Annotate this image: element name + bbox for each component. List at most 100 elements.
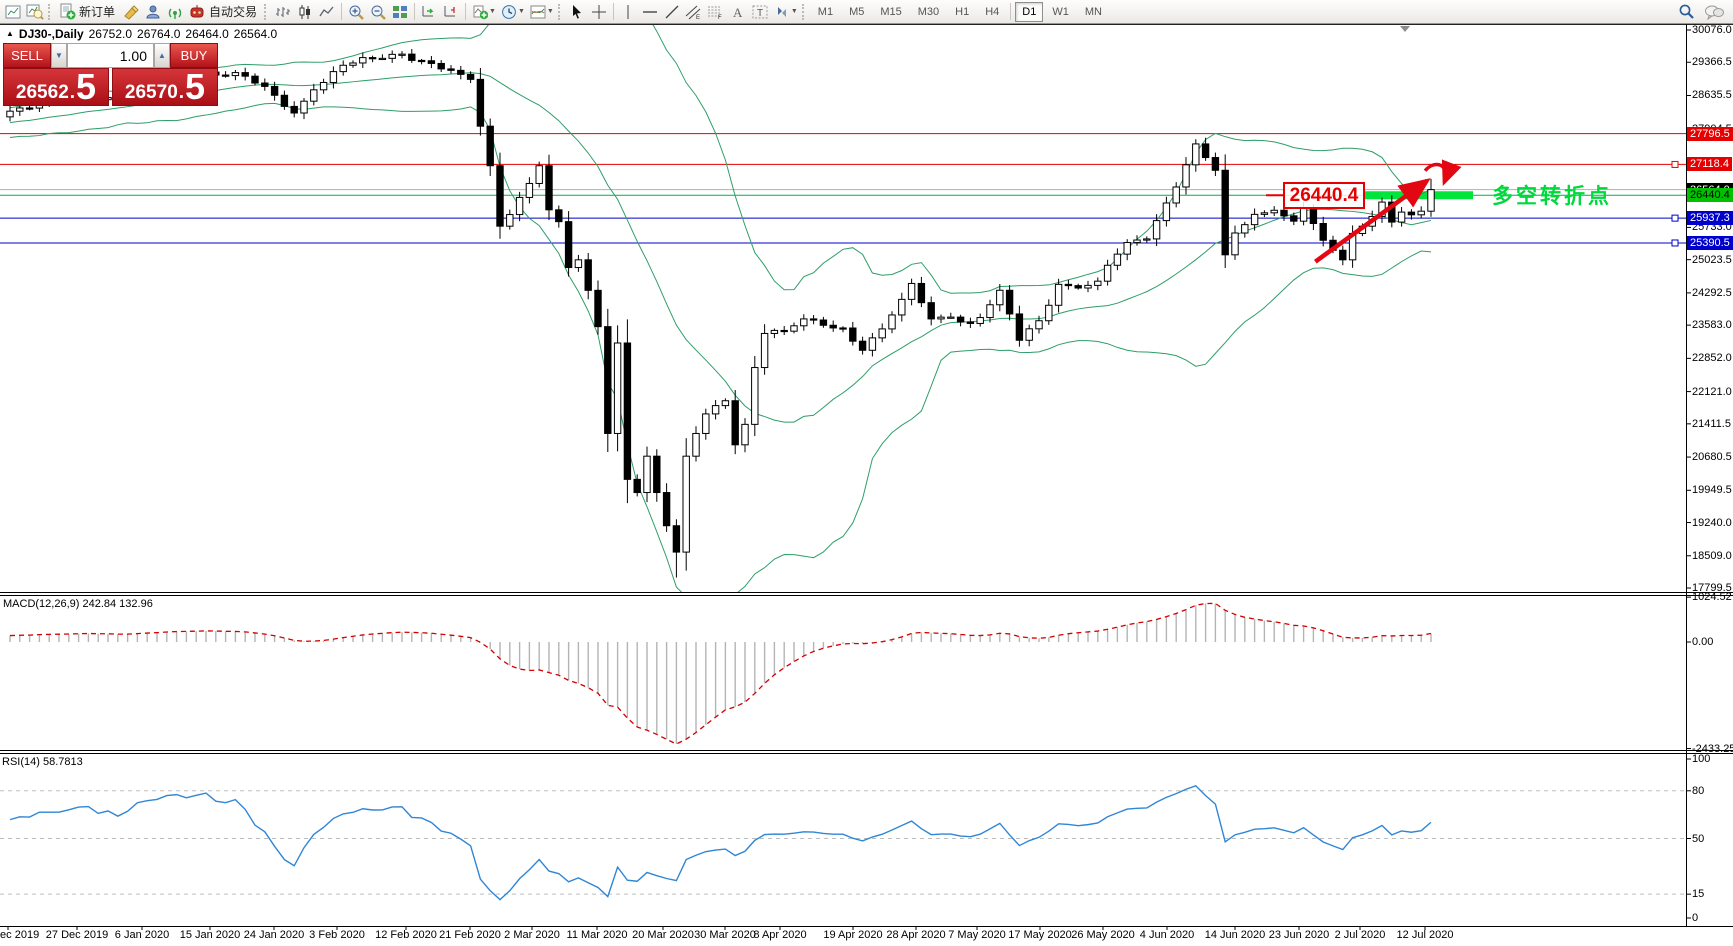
indicators-icon	[473, 5, 489, 19]
price-axis-tick: 22121.0	[1692, 385, 1732, 398]
tf-button-H4[interactable]: H4	[985, 5, 1000, 18]
periods-dropdown-arrow[interactable]: ▼	[517, 8, 525, 15]
text-button[interactable]: A	[727, 1, 749, 22]
buy-button[interactable]: BUY	[170, 43, 218, 68]
periods-button[interactable]	[498, 1, 520, 22]
profiles-button[interactable]	[24, 1, 46, 22]
autotrading-icon	[190, 4, 204, 17]
ask-price-display[interactable]: 26570. 5	[112, 68, 218, 106]
autotrading-button[interactable]	[186, 1, 208, 22]
tf-button-MN[interactable]: MN	[1084, 5, 1102, 18]
bid-dot: .	[69, 82, 76, 103]
line-chart-button[interactable]	[316, 1, 338, 22]
arrows-button[interactable]	[771, 1, 793, 22]
ask-frac: 5	[185, 66, 206, 108]
date-axis-label: 8 Apr 2020	[753, 929, 807, 941]
cursor-button[interactable]	[566, 1, 588, 22]
timeframe-bar: M1 M5 M15 M30 H1 H4 D1 W1 MN	[810, 1, 1110, 22]
price-axis-tick: 28635.5	[1692, 89, 1732, 102]
auto-scroll-button[interactable]	[418, 1, 440, 22]
rsi-axis-tick: 0	[1692, 912, 1699, 924]
new-order-label[interactable]: 新订单	[79, 5, 116, 19]
rsi-axis-tick: 80	[1692, 784, 1705, 797]
volume-decrease-button[interactable]: ▼	[51, 43, 67, 68]
zoom-in-button[interactable]	[345, 1, 367, 22]
equidistant-channel-button[interactable]: E	[683, 1, 705, 22]
arrows-icon	[777, 6, 786, 17]
bid-frac: 5	[76, 66, 97, 108]
date-axis-label: 6 Jan 2020	[114, 929, 170, 941]
date-axis-label: 19 Apr 2020	[823, 929, 883, 941]
date-axis-label: 21 Feb 2020	[439, 929, 501, 941]
autotrading-label[interactable]: 自动交易	[209, 5, 258, 19]
date-axis-label: 2 Jul 2020	[1334, 929, 1386, 941]
level-price-label: 25390.5	[1687, 235, 1733, 250]
tf-button-M5[interactable]: M5	[849, 5, 865, 18]
signals-button[interactable]	[164, 1, 186, 22]
vertical-line-icon	[627, 4, 629, 19]
community-button[interactable]	[142, 1, 164, 22]
horizontal-line-button[interactable]	[639, 1, 661, 22]
tf-button-M15[interactable]: M15	[880, 5, 902, 18]
tf-button-W1[interactable]: W1	[1052, 5, 1069, 18]
new-chart-button[interactable]	[2, 1, 24, 22]
svg-text:A: A	[733, 5, 743, 19]
fibonacci-icon: F	[708, 6, 722, 20]
svg-text:T: T	[757, 8, 763, 19]
price-axis-tick: 27904.5	[1692, 122, 1732, 135]
tile-windows-button[interactable]	[389, 1, 411, 22]
zoom-out-icon	[371, 5, 386, 20]
community-icon	[146, 5, 160, 18]
new-order-button[interactable]	[56, 1, 78, 22]
volume-input[interactable]	[67, 43, 154, 68]
date-axis-label: 7 May 2020	[948, 929, 1006, 941]
sell-button[interactable]: SELL	[3, 43, 51, 68]
bar-chart-icon	[276, 6, 291, 17]
templates-dropdown-arrow[interactable]: ▼	[546, 8, 554, 15]
profiles-icon	[26, 4, 44, 20]
tf-button-M30[interactable]: M30	[917, 5, 940, 18]
search-icon	[1679, 4, 1694, 19]
price-axis-tick: 17799.5	[1692, 582, 1732, 595]
indicators-button[interactable]	[469, 1, 491, 22]
macd-pane[interactable]	[0, 596, 1686, 750]
price-axis-tick: 22852.0	[1692, 352, 1732, 365]
zoom-out-button[interactable]	[367, 1, 389, 22]
date-axis-label: 26 May 2020	[1071, 929, 1135, 941]
main-chart-pane[interactable]	[0, 25, 1686, 592]
search-button[interactable]	[1675, 1, 1697, 22]
price-axis-tick: 29366.5	[1692, 56, 1732, 69]
indicators-dropdown-arrow[interactable]: ▼	[489, 8, 496, 15]
crosshair-button[interactable]	[588, 1, 610, 22]
toolbar-right	[1675, 1, 1725, 22]
text-label-button[interactable]: T	[749, 1, 771, 22]
new-chart-icon	[5, 5, 20, 18]
tf-button-H1[interactable]: H1	[955, 5, 970, 18]
trendline-button[interactable]	[661, 1, 683, 22]
fibonacci-button[interactable]: F	[705, 1, 727, 22]
macd-axis-tick: -2433.25	[1692, 742, 1733, 755]
tf-button-M1[interactable]: M1	[817, 5, 834, 18]
templates-button[interactable]	[527, 1, 549, 22]
chat-button[interactable]	[1703, 1, 1725, 22]
metaeditor-button[interactable]	[120, 1, 142, 22]
bar-chart-button[interactable]	[272, 1, 294, 22]
arrows-dropdown-arrow[interactable]: ▼	[790, 8, 798, 15]
bid-main: 26562	[15, 82, 69, 103]
volume-increase-button[interactable]: ▲	[154, 43, 170, 68]
date-axis-label: 12 Feb 2020	[375, 929, 437, 941]
vertical-line-button[interactable]	[617, 1, 639, 22]
toolbar-grip	[557, 3, 563, 20]
bid-price-display[interactable]: 26562. 5	[3, 68, 109, 106]
toolbar-separator	[612, 3, 614, 20]
line-chart-icon	[319, 6, 334, 16]
price-axis-tick: 30076.0	[1692, 24, 1732, 36]
candlestick-button[interactable]	[294, 1, 316, 22]
tf-button-D1[interactable]: D1	[1015, 1, 1044, 22]
rsi-pane[interactable]	[0, 754, 1686, 926]
current-price-label: 26564.0	[1687, 182, 1733, 197]
price-axis-tick: 19240.0	[1692, 516, 1732, 529]
chart-shift-button[interactable]	[440, 1, 462, 22]
toolbar: 新订单 自动交易 ▼ ▼ ▼ E F A T ▼	[0, 0, 1733, 24]
